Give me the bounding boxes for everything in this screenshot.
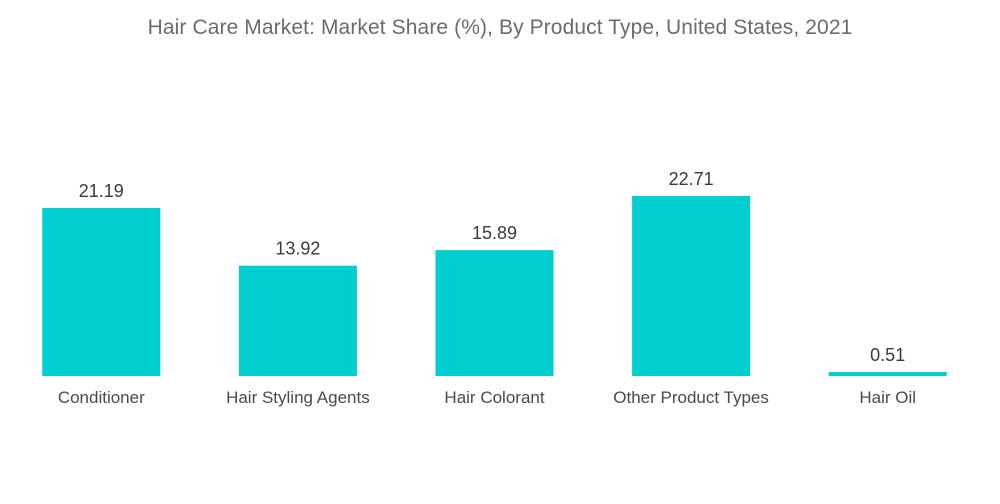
value-label: 0.51 [870,345,905,365]
bar-hair-oil [828,372,947,376]
bars-group [42,196,947,376]
bar-hair-colorant [435,250,554,376]
category-label: Hair Styling Agents [226,388,370,407]
value-label: 22.71 [669,169,714,189]
value-labels-group: 21.19 13.92 15.89 22.71 0.51 [79,169,905,365]
bar-other-product-types [632,196,751,376]
chart-title: Hair Care Market: Market Share (%), By P… [147,16,853,39]
value-label: 15.89 [472,223,517,243]
category-labels-group: Conditioner Hair Styling Agents Hair Color… [58,388,916,407]
category-label: Hair Oil [859,388,916,407]
value-label: 13.92 [275,239,320,259]
bar-hair-styling-agents [238,265,357,376]
value-label: 21.19 [79,181,124,201]
category-label: Conditioner [58,388,145,407]
bar-conditioner [42,208,161,376]
category-label: Hair Colorant [444,388,544,407]
category-label: Other Product Types [613,388,769,407]
